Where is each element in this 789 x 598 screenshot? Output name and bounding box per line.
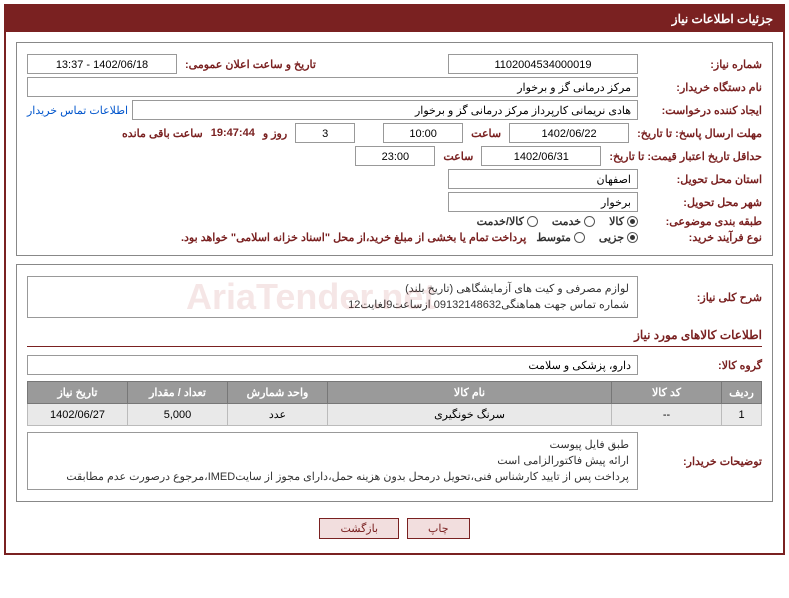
label-city: شهر محل تحویل: — [642, 196, 762, 209]
process-radios: جزیی متوسط — [536, 231, 638, 244]
remarks-box: طبق فایل پیوست ارائه پیش فاکتورالزامی اس… — [27, 432, 638, 490]
label-classification: طبقه بندی موضوعی: — [642, 215, 762, 228]
countdown: 19:47:44 — [211, 127, 255, 139]
field-remain-days: 3 — [295, 123, 355, 143]
field-goods-group: دارو، پزشکی و سلامت — [27, 355, 638, 375]
label-resp-deadline: مهلت ارسال پاسخ: تا تاریخ: — [633, 127, 762, 140]
label-time-2: ساعت — [439, 150, 477, 163]
label-remain-suffix: ساعت باقی مانده — [118, 127, 207, 140]
th-row: ردیف — [722, 382, 762, 404]
cell-name: سرنگ خونگیری — [328, 404, 612, 426]
panel-title: جزئیات اطلاعات نیاز — [6, 6, 783, 32]
label-process: نوع فرآیند خرید: — [642, 231, 762, 244]
radio-class-2[interactable] — [527, 216, 538, 227]
desc-box: لوازم مصرفی و کیت های آزمایشگاهی (تاریخ … — [27, 276, 638, 318]
th-unit: واحد شمارش — [228, 382, 328, 404]
label-province: استان محل تحویل: — [642, 173, 762, 186]
field-province: اصفهان — [448, 169, 638, 189]
radio-class-1[interactable] — [584, 216, 595, 227]
field-req-no: 1102004534000019 — [448, 54, 638, 74]
field-announce: 1402/06/18 - 13:37 — [27, 54, 177, 74]
label-announce: تاریخ و ساعت اعلان عمومی: — [181, 58, 320, 71]
th-name: نام کالا — [328, 382, 612, 404]
th-code: کد کالا — [612, 382, 722, 404]
field-valid-date: 1402/06/31 — [481, 146, 601, 166]
field-valid-time: 23:00 — [355, 146, 435, 166]
cell-row: 1 — [722, 404, 762, 426]
goods-section-title: اطلاعات کالاهای مورد نیاز — [27, 324, 762, 347]
field-creator: هادی نریمانی کارپرداز مرکز درمانی گز و ب… — [132, 100, 638, 120]
label-creator: ایجاد کننده درخواست: — [642, 104, 762, 117]
main-fieldset: شماره نیاز: 1102004534000019 تاریخ و ساع… — [16, 42, 773, 256]
label-remain-days: روز و — [259, 127, 291, 140]
process-note: پرداخت تمام یا بخشی از مبلغ خرید،از محل … — [181, 231, 532, 244]
print-button[interactable]: چاپ — [407, 518, 470, 539]
back-button[interactable]: بازگشت — [319, 518, 399, 539]
th-date: تاریخ نیاز — [28, 382, 128, 404]
radio-class-0[interactable] — [627, 216, 638, 227]
label-time-1: ساعت — [467, 127, 505, 140]
label-req-no: شماره نیاز: — [642, 58, 762, 71]
label-goods-group: گروه کالا: — [642, 359, 762, 372]
field-city: برخوار — [448, 192, 638, 212]
radio-proc-1[interactable] — [574, 232, 585, 243]
field-buyer: مرکز درمانی گز و برخوار — [27, 77, 638, 97]
label-buyer: نام دستگاه خریدار: — [642, 81, 762, 94]
field-resp-date: 1402/06/22 — [509, 123, 629, 143]
items-table: ردیف کد کالا نام کالا واحد شمارش تعداد /… — [27, 381, 762, 426]
cell-qty: 5,000 — [128, 404, 228, 426]
radio-proc-0[interactable] — [627, 232, 638, 243]
label-valid-until: حداقل تاریخ اعتبار قیمت: تا تاریخ: — [605, 150, 762, 163]
detail-fieldset: شرح کلی نیاز: لوازم مصرفی و کیت های آزما… — [16, 264, 773, 502]
contact-link[interactable]: اطلاعات تماس خریدار — [27, 104, 128, 117]
classification-radios: کالا خدمت کالا/خدمت — [477, 215, 638, 228]
field-resp-time: 10:00 — [383, 123, 463, 143]
cell-code: -- — [612, 404, 722, 426]
table-row[interactable]: 1 -- سرنگ خونگیری عدد 5,000 1402/06/27 — [28, 404, 762, 426]
th-qty: تعداد / مقدار — [128, 382, 228, 404]
label-desc: شرح کلی نیاز: — [642, 291, 762, 304]
cell-date: 1402/06/27 — [28, 404, 128, 426]
cell-unit: عدد — [228, 404, 328, 426]
label-remarks: توضیحات خریدار: — [642, 455, 762, 468]
